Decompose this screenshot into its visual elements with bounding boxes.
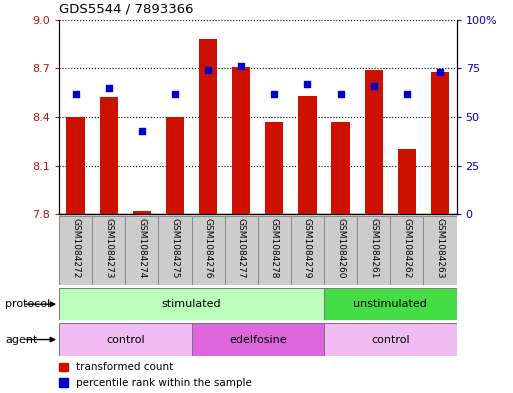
Bar [59,323,191,356]
Bar [191,323,324,356]
Text: GSM1084263: GSM1084263 [436,218,444,279]
Point [270,90,279,97]
Bar [133,211,151,214]
Bar [159,216,191,285]
Bar [299,96,317,214]
Text: transformed count: transformed count [76,362,173,372]
Text: GSM1084278: GSM1084278 [270,218,279,279]
Text: stimulated: stimulated [162,299,221,309]
Bar [357,216,390,285]
Bar [199,39,217,214]
Text: GSM1084260: GSM1084260 [336,218,345,279]
Bar [423,216,457,285]
Point [71,90,80,97]
Bar [324,323,457,356]
Bar [166,117,184,214]
Text: GDS5544 / 7893366: GDS5544 / 7893366 [59,3,193,16]
Text: GSM1084272: GSM1084272 [71,218,80,279]
Text: edelfosine: edelfosine [229,334,287,345]
Bar [232,67,250,214]
Bar [59,216,92,285]
Point [370,83,378,89]
Text: GSM1084261: GSM1084261 [369,218,378,279]
Bar [291,216,324,285]
Text: control: control [371,334,409,345]
Bar [225,216,258,285]
Point [171,90,179,97]
Text: GSM1084277: GSM1084277 [236,218,246,279]
Bar [331,122,350,214]
Bar [265,122,284,214]
Text: GSM1084273: GSM1084273 [104,218,113,279]
Text: GSM1084275: GSM1084275 [170,218,180,279]
Point [337,90,345,97]
Bar [398,149,416,214]
Text: GSM1084262: GSM1084262 [402,218,411,279]
Bar [390,216,423,285]
Bar [324,288,457,320]
Point [137,127,146,134]
Text: percentile rank within the sample: percentile rank within the sample [76,378,252,388]
Point [204,67,212,73]
Text: GSM1084274: GSM1084274 [137,218,146,279]
Text: protocol: protocol [5,299,50,309]
Point [105,84,113,91]
Bar [92,216,125,285]
Point [403,90,411,97]
Bar [365,70,383,214]
Bar [67,117,85,214]
Text: GSM1084276: GSM1084276 [204,218,212,279]
Point [303,81,311,87]
Bar [59,288,324,320]
Text: control: control [106,334,145,345]
Bar [324,216,357,285]
Text: unstimulated: unstimulated [353,299,427,309]
Bar [258,216,291,285]
Bar [431,72,449,214]
Point [237,63,245,70]
Bar [100,97,118,214]
Point [436,69,444,75]
Bar [125,216,159,285]
Text: GSM1084279: GSM1084279 [303,218,312,279]
Bar [191,216,225,285]
Text: agent: agent [5,334,37,345]
